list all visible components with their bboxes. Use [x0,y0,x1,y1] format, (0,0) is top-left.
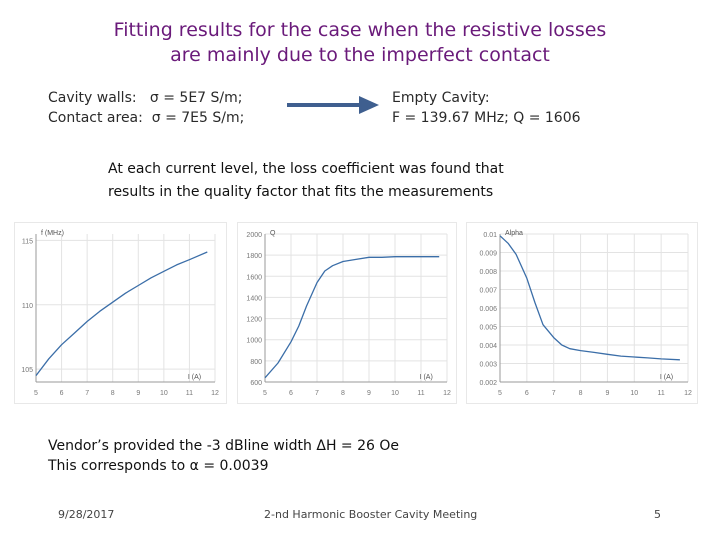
method-note-line2: results in the quality factor that fits … [108,184,494,200]
x-tick-label: 10 [160,390,168,397]
x-tick-label: 11 [417,390,424,397]
alpha-chart: 0.002 0.003 0.004 0.005 0.006 0.007 0.008 0.009… [466,222,698,404]
x-tick-label: 8 [111,390,115,397]
slide-title-line2: are mainly due to the imperfect contact [170,44,550,66]
series-line [264,256,440,379]
y-tick-label: 105 [21,367,33,374]
y-tick-label: 110 [22,303,33,310]
y-tick-label: 0.008 [479,269,497,276]
footer-meeting: 2-nd Harmonic Booster Cavity Meeting [264,508,478,521]
x-tick-label: 5 [263,390,267,397]
x-tick-label: 12 [211,390,219,397]
x-axis-label: I (A) [660,374,673,381]
y-tick-label: 1000 [246,338,262,345]
contact-area-param: Contact area: σ = 7E5 S/m; [48,110,245,126]
x-tick-label: 5 [34,390,38,397]
x-axis-label: I (A) [188,374,201,381]
y-tick-label: 1400 [246,295,262,302]
x-tick-label: 9 [136,390,140,397]
chart-frame [237,222,457,404]
y-tick-label: 0.005 [479,325,497,332]
x-axis-label: I (A) [420,374,433,381]
x-tick-label: 7 [552,390,556,397]
x-tick-label: 11 [186,390,193,397]
x-tick-label: 10 [391,390,399,397]
y-tick-label: 0.006 [479,306,497,313]
y-tick-label: 0.007 [479,288,497,295]
y-tick-label: 0.009 [479,251,497,258]
x-tick-label: 7 [315,390,319,397]
x-tick-label: 8 [579,390,583,397]
x-tick-label: 5 [498,390,502,397]
footer-date: 9/28/2017 [58,508,115,521]
vendor-linewidth-text: Vendor’s provided the -3 dBline width ΔH… [48,438,400,454]
slide-title: Fitting results for the case when the re… [0,18,720,68]
chart-frame [14,222,227,404]
alpha-chart-svg: 0.002 0.003 0.004 0.005 0.006 0.007 0.008 0.009… [466,222,698,404]
empty-cavity-values: F = 139.67 MHz; Q = 1606 [392,110,581,126]
vendor-note: Vendor’s provided the -3 dBline width ΔH… [48,436,399,476]
y-tick-label: 1800 [246,253,262,260]
cavity-walls-param: Cavity walls: σ = 5E7 S/m; [48,90,243,106]
method-note-line1: At each current level, the loss coeffici… [108,161,504,177]
x-tick-label: 6 [60,390,64,397]
y-tick-label: 0.002 [479,380,497,387]
y-axis-label: f (MHz) [41,230,64,237]
y-tick-label: 1600 [246,274,262,281]
empty-cavity-params: Empty Cavity: F = 139.67 MHz; Q = 1606 [392,88,581,128]
y-tick-label: 800 [250,359,262,366]
series-line [35,251,208,376]
quality-factor-chart-svg: 600 800 1000 1200 1400 1600 1800 2000 5 6 7 8 9 10 11 1… [237,222,457,404]
x-tick-label: 6 [289,390,293,397]
quality-factor-chart: 600 800 1000 1200 1400 1600 1800 2000 5 6 7 8 9 10 11 1… [237,222,457,404]
right-arrow-icon [287,96,379,114]
y-axis-label: Q [270,230,276,237]
x-tick-label: 10 [630,390,638,397]
x-tick-label: 12 [684,390,692,397]
y-tick-label: 600 [250,380,262,387]
x-tick-label: 9 [605,390,609,397]
empty-cavity-label: Empty Cavity: [392,90,490,106]
x-tick-label: 11 [658,390,665,397]
x-tick-label: 7 [85,390,89,397]
slide-title-line1: Fitting results for the case when the re… [113,19,607,41]
footer-page-number: 5 [654,508,661,521]
material-params: Cavity walls: σ = 5E7 S/m; Contact area:… [48,88,244,128]
y-tick-label: 2000 [246,232,262,239]
method-note: At each current level, the loss coeffici… [108,158,504,204]
frequency-chart-svg: 105 110 115 5 6 7 8 9 10 11 12 f (MHz) I (A) [14,222,227,404]
vendor-alpha-text: This corresponds to α = 0.0039 [48,458,269,474]
x-tick-label: 8 [341,390,345,397]
x-tick-label: 9 [367,390,371,397]
y-tick-label: 0.004 [479,343,497,350]
y-tick-label: 0.01 [483,232,497,239]
y-tick-label: 1200 [246,317,262,324]
x-tick-label: 6 [525,390,529,397]
y-tick-label: 115 [22,238,33,245]
x-tick-label: 12 [443,390,451,397]
frequency-chart: 105 110 115 5 6 7 8 9 10 11 12 f (MHz) I (A) [14,222,227,404]
y-tick-label: 0.003 [479,362,497,369]
y-axis-label: Alpha [505,230,523,237]
series-line [499,235,680,361]
